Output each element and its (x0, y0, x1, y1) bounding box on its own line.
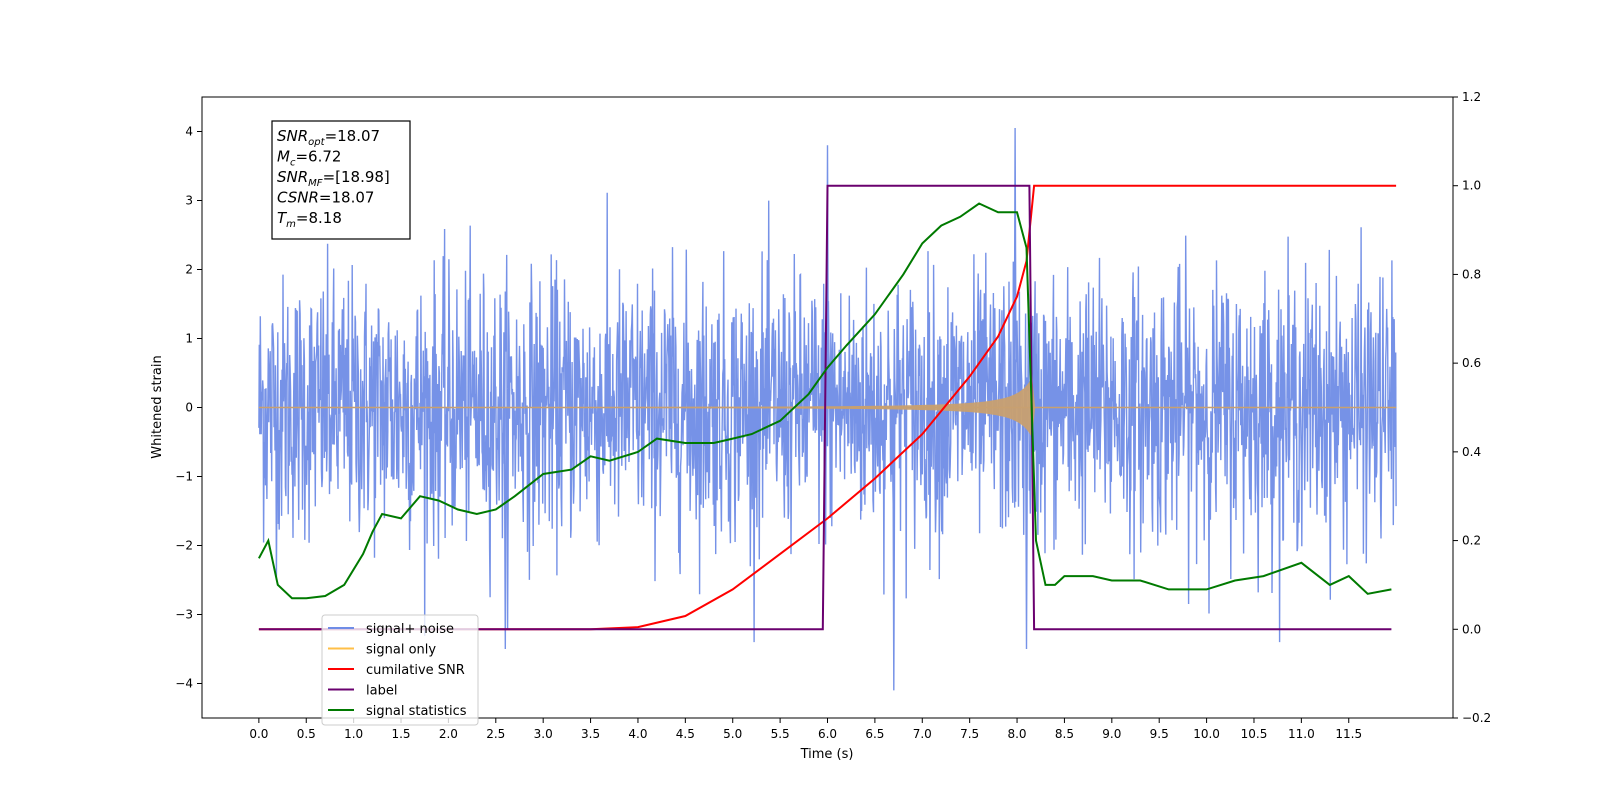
x-tick-label: 5.5 (771, 727, 790, 741)
x-tick-label: 8.5 (1055, 727, 1074, 741)
annotation-symbol: M (277, 148, 290, 166)
right-y-tick-label: 1.0 (1462, 179, 1481, 193)
annotation-symbol: SNR (277, 168, 308, 186)
right-y-tick-label: 0.8 (1462, 267, 1481, 281)
left-y-tick-label: 2 (185, 263, 193, 277)
x-tick-label: 10.5 (1241, 727, 1268, 741)
annotation-box: SNRopt=18.07Mc=6.72SNRMF=[18.98]CSNR=18.… (271, 120, 411, 240)
x-tick-label: 0.5 (297, 727, 316, 741)
x-tick-label: 8.0 (1007, 727, 1026, 741)
legend: signal+ noise signal only cumilative SNR la… (321, 614, 479, 726)
annotation-symbol: SNR (277, 127, 308, 145)
annotation-value: =18.07 (325, 127, 381, 145)
left-y-tick-label: −4 (175, 677, 193, 691)
left-y-tick-label: 3 (185, 194, 193, 208)
legend-frame (321, 614, 479, 726)
right-y-tick-label: −0.2 (1462, 711, 1491, 725)
series-line-2 (258, 184, 1397, 631)
left-y-tick-label: 0 (185, 401, 193, 415)
x-tick-label: 10.0 (1193, 727, 1220, 741)
annotation-line: CSNR=18.07 (277, 189, 374, 207)
left-y-tick-label: −2 (175, 539, 193, 553)
x-tick-label: 0.0 (249, 727, 268, 741)
annotation-line: Tm=8.18 (277, 209, 342, 230)
right-y-axis-ticks: −0.2 0.0 0.2 0.4 0.6 0.8 1.0 1.2 (1453, 90, 1491, 725)
x-tick-label: 7.5 (960, 727, 979, 741)
x-tick-label: 5.0 (723, 727, 742, 741)
x-tick-label: 6.0 (818, 727, 837, 741)
annotation-subscript: MF (308, 178, 323, 189)
annotation-line: SNRopt=18.07 (277, 127, 380, 148)
x-tick-label: 3.5 (581, 727, 600, 741)
x-tick-label: 2.0 (439, 727, 458, 741)
x-axis-ticks: 0.0 0.5 1.0 1.5 2.0 2.5 3.0 3.5 4.0 4.5 5.0 5.5 6.0 6… (249, 718, 1362, 741)
x-tick-label: 1.5 (391, 727, 410, 741)
legend-label: signal+ noise (366, 622, 454, 637)
annotation-value: =8.18 (296, 209, 342, 227)
annotation-value: =[18.98] (323, 168, 390, 186)
x-tick-label: 9.0 (1102, 727, 1121, 741)
x-tick-label: 6.5 (865, 727, 884, 741)
annotation-line: SNRMF=[18.98] (277, 168, 390, 189)
right-y-tick-label: 0.0 (1462, 622, 1481, 636)
annotation-symbol: T (277, 209, 288, 227)
left-y-tick-label: 4 (185, 125, 193, 139)
x-tick-label: 4.0 (628, 727, 647, 741)
right-y-tick-label: 0.4 (1462, 445, 1481, 459)
x-tick-label: 1.0 (344, 727, 363, 741)
legend-label: cumilative SNR (366, 663, 465, 678)
right-y-tick-label: 1.2 (1462, 90, 1481, 104)
legend-label: signal statistics (366, 704, 467, 719)
left-y-tick-label: −1 (175, 470, 193, 484)
series-layer (258, 127, 1397, 691)
x-tick-label: 2.5 (486, 727, 505, 741)
legend-label: signal only (366, 643, 436, 658)
x-tick-label: 11.5 (1335, 727, 1362, 741)
x-tick-label: 9.5 (1150, 727, 1169, 741)
annotation-subscript: c (290, 158, 296, 169)
right-y-tick-label: 0.6 (1462, 356, 1481, 370)
legend-label: label (366, 684, 397, 699)
annotation-value: =6.72 (295, 148, 341, 166)
annotation-subscript: m (286, 219, 296, 230)
x-tick-label: 3.0 (534, 727, 553, 741)
x-tick-label: 7.0 (913, 727, 932, 741)
annotation-line: Mc=6.72 (277, 148, 341, 169)
left-y-tick-label: −3 (175, 608, 193, 622)
x-axis-label: Time (s) (800, 747, 854, 762)
y-axis-label: Whitened strain (150, 355, 165, 458)
x-tick-label: 4.5 (676, 727, 695, 741)
annotation-frame (271, 120, 411, 240)
annotation-subscript: opt (308, 137, 325, 148)
series-signal-noise (258, 127, 1397, 691)
series-line-4 (258, 202, 1392, 600)
left-y-tick-label: 1 (185, 332, 193, 346)
annotation-symbol: CSNR (277, 189, 319, 207)
right-y-tick-label: 0.2 (1462, 534, 1481, 548)
left-y-axis-ticks: −4 −3 −2 −1 0 1 2 3 4 (175, 125, 202, 691)
series-line-3 (258, 184, 1392, 631)
annotation-value: =18.07 (319, 189, 375, 207)
x-tick-label: 11.0 (1288, 727, 1315, 741)
